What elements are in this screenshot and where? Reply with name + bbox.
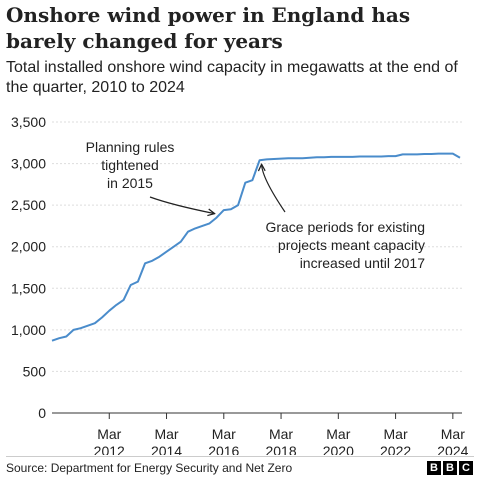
y-tick-label: 0 bbox=[38, 405, 46, 421]
annotation-grace-periods: Grace periods for existing projects meant… bbox=[265, 219, 425, 271]
x-tick-label-month: Mar bbox=[97, 426, 121, 442]
capacity-line bbox=[51, 152, 461, 342]
y-tick-label: 3,500 bbox=[11, 114, 46, 130]
footer-divider bbox=[6, 456, 474, 457]
x-tick-label-year: 2012 bbox=[94, 443, 125, 455]
y-tick-label: 1,500 bbox=[11, 280, 46, 296]
x-tick-label: Mar 2016 bbox=[208, 426, 239, 455]
y-tick-label: 3,000 bbox=[11, 156, 46, 172]
annotation-arrow bbox=[149, 196, 215, 214]
annotation-line: Planning rules bbox=[86, 139, 175, 155]
chart-subtitle: Total installed onshore wind capacity in… bbox=[6, 59, 458, 96]
y-tick-label: 500 bbox=[23, 363, 47, 379]
annotation-line: increased until 2017 bbox=[300, 255, 426, 271]
logo-block: B bbox=[427, 461, 441, 475]
x-tick-label-year: 2022 bbox=[380, 443, 411, 455]
y-tick-label: 2,000 bbox=[11, 239, 46, 255]
y-axis-tick-labels: 0 500 1,000 1,500 2,000 2,500 3,000 3,500 bbox=[11, 114, 46, 421]
annotation-line: in 2015 bbox=[107, 175, 153, 191]
data-series bbox=[51, 152, 461, 342]
x-tick-label: Mar 2014 bbox=[151, 426, 182, 455]
x-tick-label: Mar 2012 bbox=[94, 426, 125, 455]
y-tick-label: 1,000 bbox=[11, 322, 46, 338]
logo-block: C bbox=[459, 461, 473, 475]
annotation-arrow bbox=[262, 164, 286, 213]
grid-lines bbox=[52, 121, 462, 414]
x-tick-label-year: 2014 bbox=[151, 443, 182, 455]
x-tick-label-month: Mar bbox=[326, 426, 350, 442]
source-note: Source: Department for Energy Security a… bbox=[6, 461, 293, 475]
logo-block: B bbox=[443, 461, 457, 475]
annotation-line: tightened bbox=[101, 157, 159, 173]
x-tick-label-month: Mar bbox=[441, 426, 465, 442]
annotation-planning-rules: Planning rules tightened in 2015 bbox=[86, 139, 175, 191]
x-tick-label-year: 2020 bbox=[323, 443, 354, 455]
x-tick-label-month: Mar bbox=[154, 426, 178, 442]
x-tick-label: Mar 2022 bbox=[380, 426, 411, 455]
annotation-line: projects meant capacity bbox=[278, 237, 425, 253]
annotations: Planning rules tightened in 2015 Grace peri… bbox=[86, 139, 426, 271]
bbc-logo: B B C bbox=[427, 461, 473, 475]
annotation-line: Grace periods for existing bbox=[265, 219, 425, 235]
x-tick-label-month: Mar bbox=[212, 426, 236, 442]
x-tick-label-month: Mar bbox=[269, 426, 293, 442]
y-tick-label: 2,500 bbox=[11, 197, 46, 213]
x-tick-label: Mar 2018 bbox=[265, 426, 296, 455]
x-tick-label-month: Mar bbox=[384, 426, 408, 442]
x-tick-label-year: 2018 bbox=[265, 443, 296, 455]
x-tick-label: Mar 2024 bbox=[437, 426, 468, 455]
x-tick-label-year: 2016 bbox=[208, 443, 239, 455]
x-tick-label-year: 2024 bbox=[437, 443, 468, 455]
chart-title: Onshore wind power in England has barely… bbox=[6, 3, 411, 53]
x-tick-label: Mar 2020 bbox=[323, 426, 354, 455]
